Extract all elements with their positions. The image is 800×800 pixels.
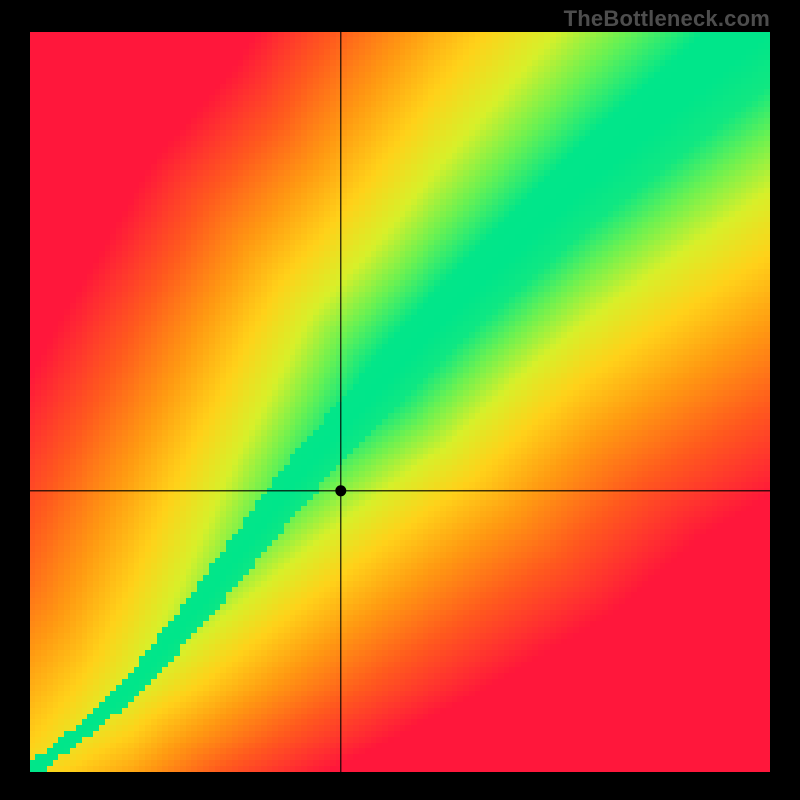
plot-area: [30, 32, 770, 772]
watermark-text: TheBottleneck.com: [564, 6, 770, 32]
crosshair-marker: [335, 485, 346, 496]
chart-frame: TheBottleneck.com: [0, 0, 800, 800]
crosshair-overlay: [30, 32, 770, 772]
